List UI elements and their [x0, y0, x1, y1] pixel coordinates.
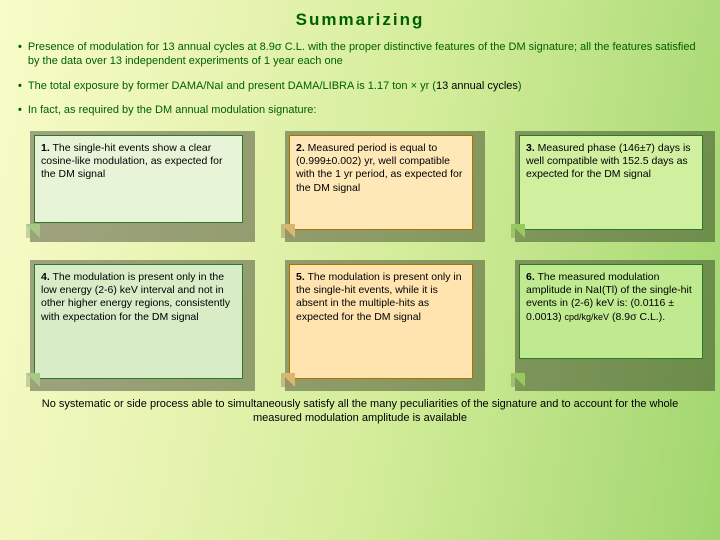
fold-corner — [26, 224, 40, 238]
note-number: 6. — [526, 271, 535, 283]
fold-corner — [281, 373, 295, 387]
note-text: Measured period is equal to (0.999±0.002… — [296, 142, 462, 193]
fold-corner — [511, 373, 525, 387]
note-box-3: 3. Measured phase (146±7) days is well c… — [511, 127, 711, 238]
fold-corner — [281, 224, 295, 238]
bullet-text: The total exposure by former DAMA/NaI an… — [28, 79, 522, 93]
bullet-text: In fact, as required by the DM annual mo… — [28, 103, 317, 117]
notes-grid: 1. The single-hit events show a clear co… — [26, 127, 702, 387]
bullet-dot: • — [18, 40, 22, 69]
note-box-4: 4. The modulation is present only in the… — [26, 256, 251, 387]
note-number: 5. — [296, 271, 305, 283]
bullet-item: • The total exposure by former DAMA/NaI … — [18, 79, 702, 93]
note-number: 3. — [526, 142, 535, 154]
page-title: Summarizing — [18, 10, 702, 30]
note-box-2: 2. Measured period is equal to (0.999±0.… — [281, 127, 481, 238]
note-text: Measured phase (146±7) days is well comp… — [526, 142, 691, 180]
note-number: 2. — [296, 142, 305, 154]
note-number: 1. — [41, 142, 50, 154]
note-box-5: 5. The modulation is present only in the… — [281, 256, 481, 387]
note-text: The modulation is present only in the si… — [296, 271, 462, 322]
note-text: The modulation is present only in the lo… — [41, 271, 230, 322]
bullet-fragment: The total exposure by former DAMA/NaI an… — [28, 80, 436, 92]
fold-corner — [26, 373, 40, 387]
note-text: The single-hit events show a clear cosin… — [41, 142, 223, 180]
footer-text: No systematic or side process able to si… — [18, 397, 702, 426]
note-text: (8.9σ C.L.). — [609, 311, 665, 323]
fold-corner — [511, 224, 525, 238]
note-box-6: 6. The measured modulation amplitude in … — [511, 256, 711, 387]
bullet-dot: • — [18, 103, 22, 117]
note-unit: cpd/kg/keV — [565, 312, 610, 322]
bullet-item: • Presence of modulation for 13 annual c… — [18, 40, 702, 69]
note-number: 4. — [41, 271, 50, 283]
bullet-fragment: 13 annual cycles — [436, 80, 518, 92]
note-box-1: 1. The single-hit events show a clear co… — [26, 127, 251, 238]
bullet-list: • Presence of modulation for 13 annual c… — [18, 40, 702, 117]
bullet-fragment: ) — [518, 80, 522, 92]
bullet-item: • In fact, as required by the DM annual … — [18, 103, 702, 117]
bullet-dot: • — [18, 79, 22, 93]
bullet-text: Presence of modulation for 13 annual cyc… — [28, 40, 702, 69]
